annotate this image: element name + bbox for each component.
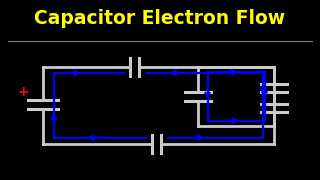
Text: +: + xyxy=(18,85,29,99)
Text: Capacitor Electron Flow: Capacitor Electron Flow xyxy=(35,8,285,28)
